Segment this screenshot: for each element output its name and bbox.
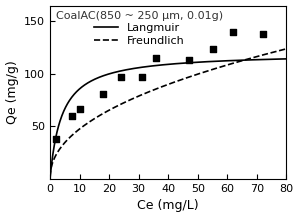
Freundlich (48, 176, 52, 178)
Freundlich (285, 48, 288, 50)
Langmuir (176, 62, 180, 65)
Freundlich (242, 59, 245, 61)
Point (101, 92, 106, 96)
Freundlich (176, 80, 180, 82)
Freundlich (189, 75, 193, 78)
Point (231, 30, 236, 34)
Line: Langmuir: Langmuir (50, 59, 286, 179)
Point (260, 32, 265, 36)
Freundlich (279, 49, 283, 52)
Point (139, 75, 144, 79)
Point (54, 137, 58, 141)
Langmuir (48, 177, 52, 180)
Point (118, 75, 123, 79)
Langmuir (162, 63, 165, 66)
Langmuir (161, 64, 164, 66)
Langmuir (285, 58, 288, 60)
Point (154, 56, 159, 60)
Langmuir (189, 61, 193, 64)
Legend: Langmuir, Freundlich: Langmuir, Freundlich (56, 11, 223, 46)
Point (187, 58, 191, 62)
Langmuir (279, 58, 283, 60)
Langmuir (242, 59, 245, 61)
Freundlich (162, 85, 165, 87)
Y-axis label: Qe (mg/g): Qe (mg/g) (6, 60, 19, 124)
X-axis label: Ce (mg/L): Ce (mg/L) (137, 199, 199, 213)
Point (70, 114, 74, 118)
Point (77, 107, 82, 110)
Freundlich (161, 85, 164, 88)
Line: Freundlich: Freundlich (50, 49, 286, 177)
Point (210, 47, 215, 50)
